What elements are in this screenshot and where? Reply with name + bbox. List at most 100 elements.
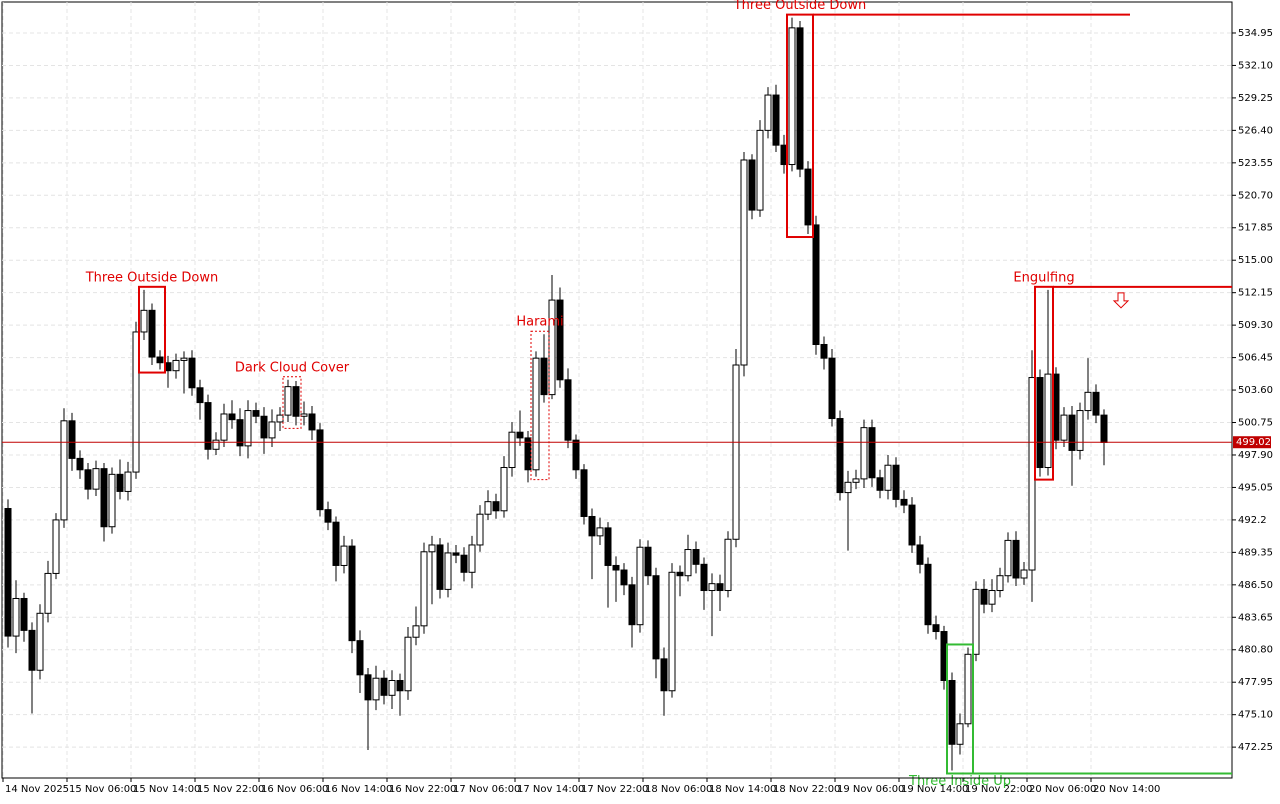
bear-body	[692, 549, 700, 565]
x-tick-label: 17 Nov 22:00	[581, 784, 648, 795]
bear-body	[716, 583, 724, 592]
pattern-label: Three Inside Up	[908, 774, 1011, 789]
bull-body	[724, 538, 732, 592]
y-tick-label: 483.65	[1238, 612, 1273, 623]
y-tick-label: 529.25	[1238, 93, 1273, 104]
bull-body	[212, 439, 220, 450]
pattern-box	[282, 376, 302, 429]
y-tick-label: 503.60	[1238, 385, 1273, 396]
bear-body	[396, 680, 404, 692]
y-tick-label: 509.30	[1238, 320, 1273, 331]
bull-body	[764, 94, 772, 131]
x-tick-label: 20 Nov 14:00	[1093, 784, 1160, 795]
bear-body	[868, 427, 876, 479]
bull-body	[508, 431, 516, 469]
bear-body	[628, 584, 636, 626]
x-tick-label: 16 Nov 06:00	[261, 784, 328, 795]
bear-body	[980, 588, 988, 605]
bear-body	[804, 168, 812, 226]
y-tick-label: 492.2	[1238, 515, 1267, 526]
bear-body	[308, 413, 316, 431]
bear-body	[524, 437, 532, 471]
pattern-box	[530, 330, 550, 481]
bull-body	[1044, 373, 1052, 469]
bear-body	[564, 379, 572, 441]
bear-body	[876, 477, 884, 491]
pattern-label: Engulfing	[1013, 270, 1074, 285]
x-tick-label: 15 Nov 06:00	[69, 784, 136, 795]
bear-body	[156, 356, 164, 364]
bear-body	[948, 680, 956, 745]
bear-body	[660, 658, 668, 692]
bull-body	[108, 473, 116, 528]
bear-body	[900, 498, 908, 506]
pattern-box	[138, 285, 166, 374]
bear-body	[492, 501, 500, 512]
bear-body	[148, 309, 156, 358]
bull-body	[852, 478, 860, 483]
bear-body	[356, 640, 364, 676]
bull-body	[132, 331, 140, 473]
bear-body	[380, 677, 388, 696]
bear-body	[604, 527, 612, 566]
y-tick-label: 480.80	[1238, 645, 1273, 656]
x-tick-label: 16 Nov 14:00	[325, 784, 392, 795]
x-tick-label: 14 Nov 2025	[5, 784, 69, 795]
bear-body	[436, 544, 444, 590]
bull-body	[428, 544, 436, 553]
bull-body	[52, 519, 60, 574]
bear-body	[84, 469, 92, 490]
bear-body	[260, 415, 268, 439]
bear-body	[100, 468, 108, 528]
x-tick-label: 15 Nov 14:00	[133, 784, 200, 795]
pattern-box	[786, 13, 814, 239]
bull-body	[124, 471, 132, 492]
bull-body	[732, 364, 740, 540]
bull-body	[1084, 391, 1092, 412]
bear-body	[204, 402, 212, 450]
bear-body	[228, 413, 236, 421]
bull-body	[36, 612, 44, 671]
bear-body	[348, 545, 356, 642]
x-tick-label: 18 Nov 22:00	[773, 784, 840, 795]
pattern-label: Dark Cloud Cover	[235, 360, 350, 375]
bear-body	[932, 624, 940, 633]
x-tick-label: 18 Nov 14:00	[709, 784, 776, 795]
bear-body	[324, 509, 332, 523]
bull-body	[340, 545, 348, 566]
bull-body	[244, 410, 252, 447]
bull-body	[172, 359, 180, 372]
bear-body	[836, 418, 844, 494]
bull-body	[532, 357, 540, 471]
y-tick-label: 526.40	[1238, 125, 1273, 136]
bull-body	[1004, 539, 1012, 577]
y-tick-label: 472.25	[1238, 742, 1273, 753]
y-tick-label: 512.15	[1238, 288, 1273, 299]
pattern-box	[946, 643, 974, 775]
bear-body	[908, 504, 916, 546]
bull-body	[996, 575, 1004, 592]
bull-body	[60, 420, 68, 521]
bear-body	[828, 357, 836, 420]
bull-body	[636, 546, 644, 626]
bear-body	[620, 569, 628, 586]
y-tick-label: 489.35	[1238, 547, 1273, 558]
pattern-label: Three Outside Down	[733, 0, 867, 13]
bear-body	[700, 563, 708, 592]
bull-body	[972, 588, 980, 655]
bull-body	[684, 549, 692, 577]
x-tick-label: 15 Nov 22:00	[197, 784, 264, 795]
x-tick-label: 16 Nov 22:00	[389, 784, 456, 795]
bear-body	[516, 431, 524, 439]
bull-body	[300, 413, 308, 417]
bear-body	[1012, 539, 1020, 579]
y-tick-label: 477.95	[1238, 677, 1273, 688]
bull-body	[140, 309, 148, 333]
bull-body	[988, 590, 996, 605]
bear-body	[236, 419, 244, 447]
bear-body	[676, 571, 684, 577]
bear-body	[796, 27, 804, 170]
bull-body	[12, 597, 20, 637]
bear-body	[644, 546, 652, 577]
y-tick-label: 495.05	[1238, 482, 1273, 493]
